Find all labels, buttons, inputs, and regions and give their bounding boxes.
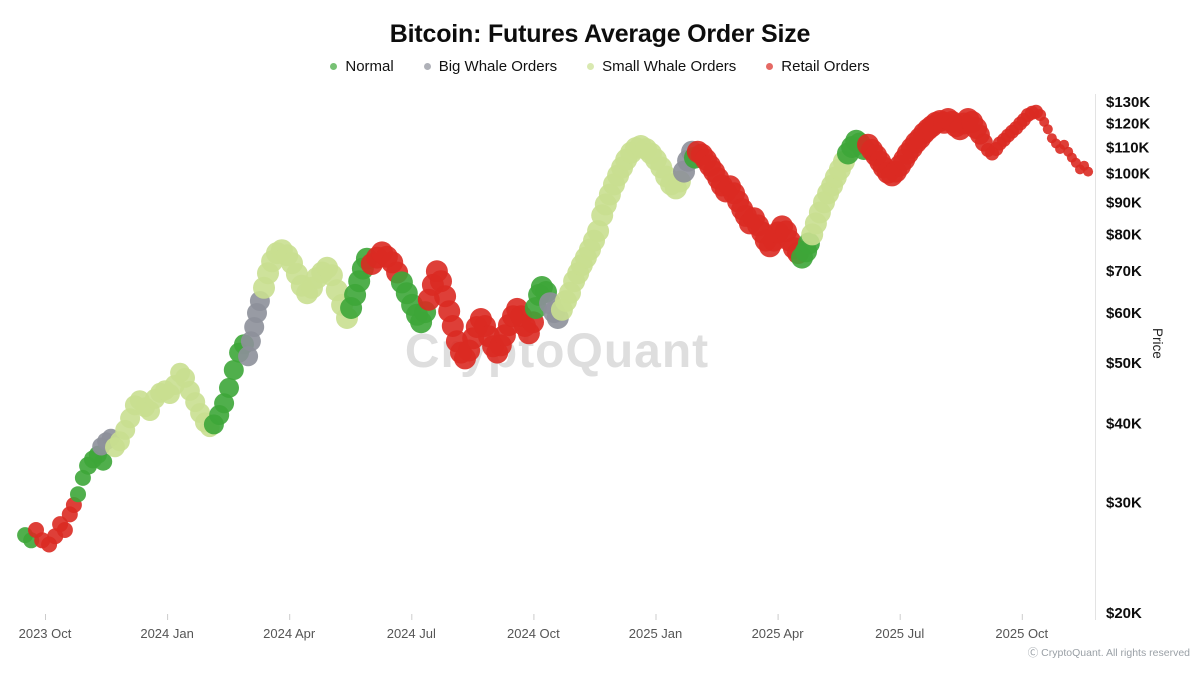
y-axis-tick-label: $50K	[1106, 355, 1142, 372]
legend-item-label: Retail Orders	[781, 58, 870, 75]
data-point	[223, 360, 244, 380]
legend-item-label: Big Whale Orders	[438, 58, 558, 75]
legend-item-normal[interactable]: Normal	[330, 58, 394, 75]
legend-item-big-whale-orders[interactable]: Big Whale Orders	[423, 58, 558, 75]
data-point	[1042, 124, 1053, 135]
y-axis-tick-label: $40K	[1106, 416, 1142, 433]
y-axis-tick-label: $80K	[1106, 226, 1142, 243]
x-axis-tick-label: 2024 Apr	[263, 626, 316, 641]
y-axis-tick-label: $130K	[1106, 94, 1150, 111]
y-axis-tick-label: $110K	[1106, 139, 1150, 156]
legend-dot-icon	[423, 63, 431, 70]
copyright-notice: Ⓒ CryptoQuant. All rights reserved	[1027, 647, 1190, 659]
y-axis-tick-label: $90K	[1106, 194, 1142, 211]
data-point	[219, 377, 239, 398]
data-point	[238, 346, 259, 367]
data-point	[56, 522, 73, 538]
legend-dot-icon	[330, 63, 338, 70]
y-axis-tick-label: $60K	[1106, 305, 1142, 322]
y-axis-tick-label: $100K	[1106, 165, 1150, 182]
x-axis-tick-label: 2023 Oct	[19, 626, 72, 641]
legend-dot-icon	[766, 63, 774, 70]
legend-item-label: Normal	[345, 58, 394, 75]
y-axis-tick-label: $30K	[1106, 494, 1142, 511]
y-axis-title: Price	[1150, 328, 1165, 359]
y-axis-tick-label: $20K	[1106, 605, 1142, 622]
x-axis-tick-label: 2024 Jul	[387, 626, 436, 641]
chart-title: Bitcoin: Futures Average Order Size	[389, 20, 811, 48]
data-point	[214, 393, 235, 414]
data-point	[94, 452, 113, 471]
legend-dot-icon	[587, 63, 595, 70]
x-axis-tick-label: 2025 Jul	[875, 626, 924, 641]
legend: Normal Big Whale Orders Small Whale Orders…	[0, 58, 1200, 75]
x-axis-tick-label: 2024 Oct	[507, 626, 560, 641]
data-point	[70, 486, 86, 503]
x-axis-tick-label: 2025 Apr	[752, 626, 805, 641]
data-point	[1083, 166, 1094, 177]
legend-item-small-whale-orders[interactable]: Small Whale Orders	[587, 58, 736, 75]
y-axis-tick-label: $70K	[1106, 263, 1142, 280]
y-axis-tick-label: $120K	[1106, 116, 1150, 133]
legend-item-label: Small Whale Orders	[602, 58, 737, 75]
x-axis-tick-label: 2024 Jan	[140, 626, 194, 641]
x-axis-tick-label: 2025 Oct	[995, 626, 1048, 641]
legend-item-retail-orders[interactable]: Retail Orders	[766, 58, 870, 75]
x-axis-tick-label: 2025 Jan	[629, 626, 683, 641]
